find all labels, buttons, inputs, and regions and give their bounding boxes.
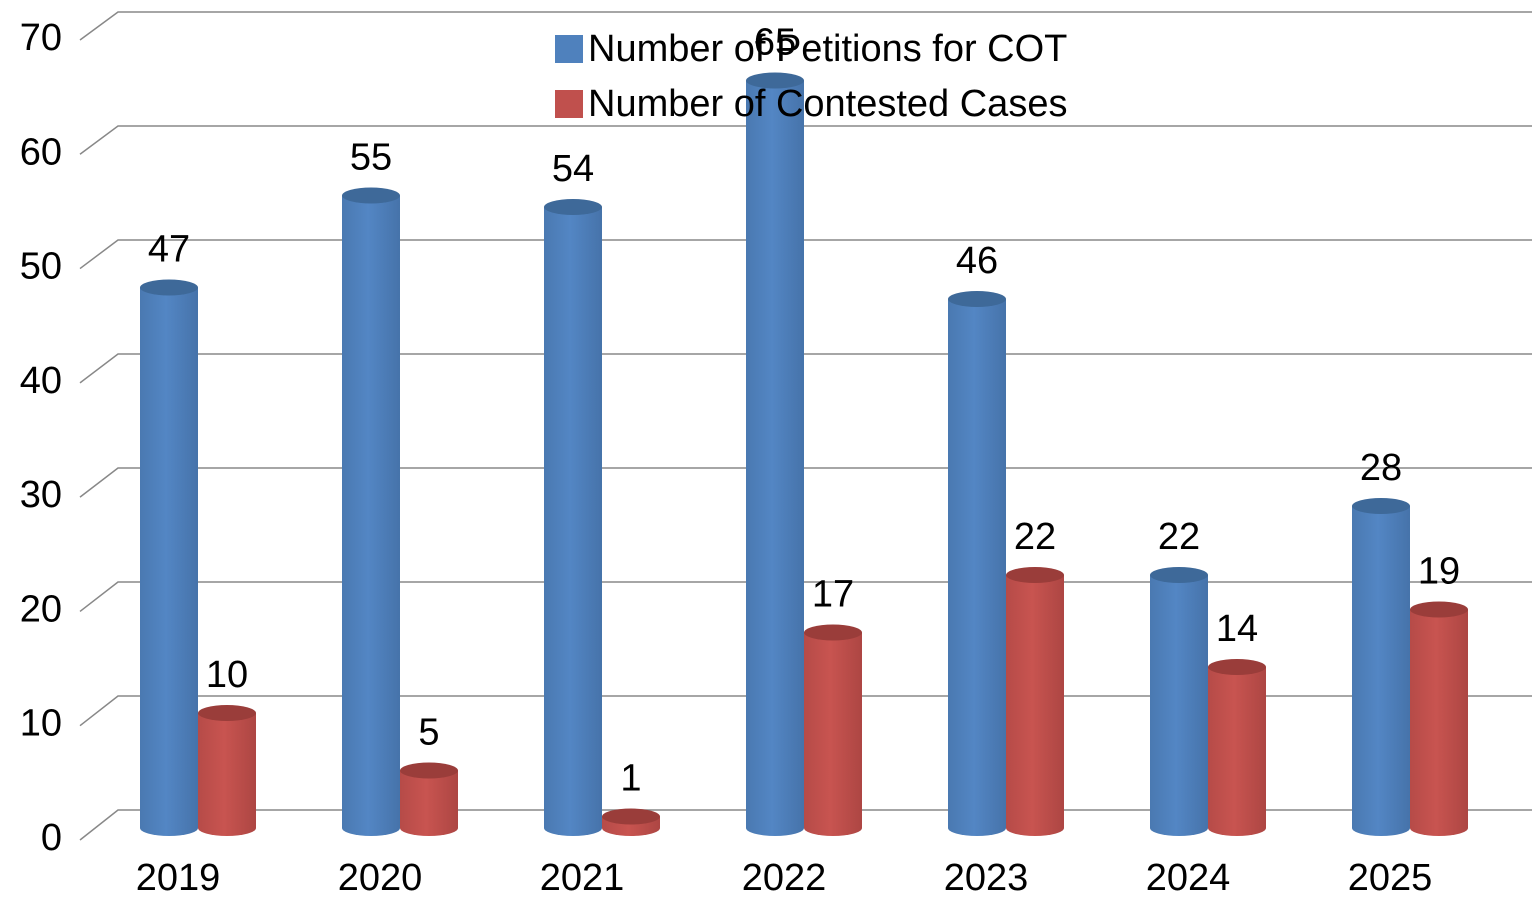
- data-label: 65: [754, 22, 796, 64]
- bar-top: [602, 808, 660, 825]
- bar: [948, 299, 1006, 828]
- bar-top: [400, 762, 458, 779]
- bar-group: [400, 762, 458, 836]
- bar-group: [140, 279, 198, 836]
- bar: [342, 195, 400, 828]
- bar-top: [1410, 601, 1468, 618]
- y-tick-label: 60: [20, 131, 62, 173]
- y-tick-label: 40: [20, 360, 62, 402]
- legend-label: Number of Contested Cases: [588, 83, 1067, 125]
- data-label: 19: [1418, 551, 1460, 593]
- bar-group: [1208, 659, 1266, 836]
- grid-line: [79, 125, 1532, 155]
- bar: [804, 632, 862, 828]
- bar: [198, 713, 256, 828]
- bar-group: [1150, 567, 1208, 836]
- x-tick-label: 2021: [540, 857, 625, 898]
- bar: [140, 287, 198, 828]
- bar-group: [544, 199, 602, 836]
- data-label: 22: [1158, 516, 1200, 558]
- grid-line: [79, 11, 1532, 41]
- bar: [1150, 575, 1208, 828]
- data-label: 47: [148, 229, 190, 271]
- bar: [544, 207, 602, 828]
- bar: [1352, 506, 1410, 828]
- bar-group: [746, 72, 804, 836]
- bar-group: [1006, 567, 1064, 836]
- bar-group: [1352, 498, 1410, 836]
- data-label: 46: [956, 240, 998, 282]
- data-label: 1: [620, 758, 641, 800]
- bar-top: [342, 187, 400, 204]
- bar-group: [804, 624, 862, 836]
- y-tick-label: 0: [41, 817, 62, 859]
- grid-line: [79, 581, 1532, 613]
- bar-group: [948, 291, 1006, 836]
- x-tick-label: 2023: [944, 857, 1029, 898]
- bar-group: [602, 808, 660, 836]
- x-tick-label: 2022: [742, 857, 827, 898]
- data-label: 17: [812, 574, 854, 616]
- data-label: 14: [1216, 608, 1258, 650]
- bar-top: [140, 279, 198, 296]
- bar-group: [342, 187, 400, 836]
- grid-line: [79, 467, 1532, 498]
- y-tick-label: 30: [20, 474, 62, 516]
- data-label: 54: [552, 148, 594, 190]
- grid-line: [79, 353, 1532, 384]
- data-label: 5: [418, 712, 439, 754]
- data-label: 22: [1014, 516, 1056, 558]
- bar: [746, 80, 804, 828]
- data-label: 10: [206, 654, 248, 696]
- bar-top: [1150, 567, 1208, 583]
- bar: [1006, 575, 1064, 828]
- bar: [400, 770, 458, 828]
- data-label: 28: [1360, 447, 1402, 489]
- bar-top: [198, 705, 256, 721]
- legend-label: Number of Petitions for COT: [588, 28, 1067, 70]
- y-tick-label: 10: [20, 703, 62, 745]
- x-tick-label: 2020: [338, 857, 423, 898]
- x-tick-label: 2024: [1146, 857, 1231, 898]
- x-tick-label: 2019: [136, 857, 221, 898]
- y-tick-label: 20: [20, 588, 62, 630]
- y-tick-label: 50: [20, 246, 62, 288]
- bar-top: [948, 291, 1006, 307]
- bar-top: [746, 72, 804, 89]
- bar-top: [1352, 498, 1410, 514]
- grid-line: [79, 239, 1532, 270]
- legend-swatch: [555, 35, 583, 63]
- bar: [1208, 667, 1266, 828]
- bar-top: [1006, 567, 1064, 583]
- x-tick-label: 2025: [1348, 857, 1433, 898]
- bar: [1410, 609, 1468, 828]
- bar-top: [1208, 659, 1266, 675]
- y-tick-label: 70: [20, 17, 62, 59]
- legend-swatch: [555, 90, 583, 118]
- bar-top: [804, 624, 862, 641]
- bar-group: [198, 705, 256, 836]
- bar-top: [544, 199, 602, 215]
- data-label: 55: [350, 137, 392, 179]
- bar-group: [1410, 601, 1468, 836]
